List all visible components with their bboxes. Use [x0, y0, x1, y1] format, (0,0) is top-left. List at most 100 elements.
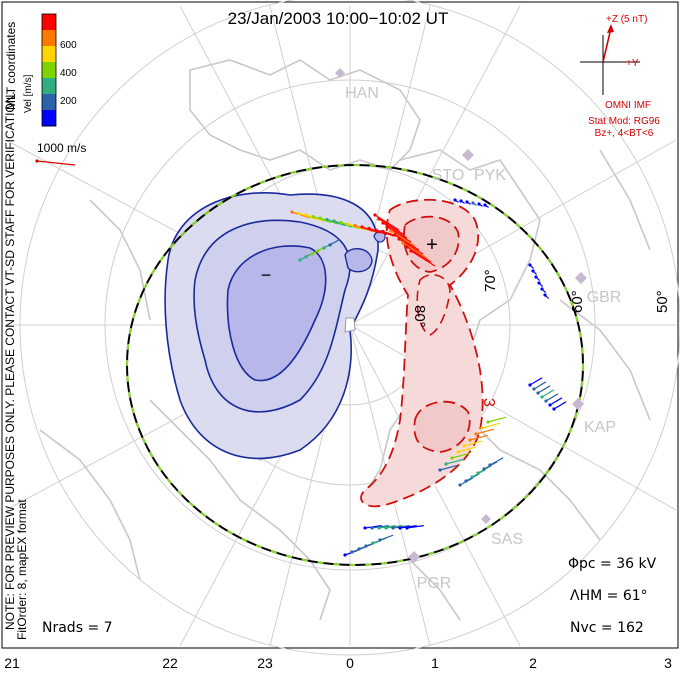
station-label-gbr: GBR [587, 289, 622, 306]
velocity-vector-dot [357, 547, 361, 551]
station-label-pyk: PYK [474, 167, 506, 184]
mlt-tick-21: 21 [4, 655, 20, 671]
velocity-vector-dot [391, 526, 395, 530]
velocity-vector-dot [373, 213, 377, 217]
mlt-tick-0: 0 [346, 655, 354, 671]
velocity-vector-line [475, 428, 495, 435]
velocity-vector-dot [456, 450, 460, 454]
velocity-vector-line [385, 525, 403, 529]
velocity-vector-dot [370, 526, 374, 530]
velocity-vector-dot [318, 216, 322, 220]
velocity-vector-dot [488, 463, 492, 467]
stat-n-vc: Nvc = 162 [570, 620, 644, 636]
velocity-vector-dot [398, 526, 402, 530]
velocity-vector-line [354, 224, 374, 233]
scale-vector-line [36, 160, 76, 166]
velocity-vector-dot [350, 550, 354, 554]
colorbar-segment [42, 78, 56, 95]
velocity-vector-dot [325, 217, 329, 222]
velocity-vector-dot [381, 229, 385, 234]
velocity-vector-line [319, 217, 339, 225]
velocity-vector-line [469, 434, 489, 441]
velocity-vector-dot [384, 526, 388, 530]
velocity-vector-line [463, 440, 483, 447]
velocity-vector-line [371, 525, 389, 529]
velocity-vector-line [545, 393, 559, 402]
velocity-vector-line [406, 525, 424, 529]
lat-label-50: 50° [654, 290, 671, 313]
velocity-vector-dot [532, 387, 536, 391]
velocity-vector-dot [377, 526, 381, 530]
stat-lambda-hm: ΛHM = 61° [570, 588, 648, 604]
velocity-vector-line [333, 220, 353, 228]
velocity-vector-dot [377, 217, 381, 221]
velocity-vector-dot [477, 202, 481, 206]
imf-z-label: +Z (5 nT) [606, 14, 647, 25]
mlt-tick-3: 3 [664, 655, 672, 671]
velocity-vector-line [533, 381, 547, 390]
stat-n-rads: Nrads = 7 [42, 620, 113, 636]
velocity-vector-dot [462, 444, 466, 448]
velocity-vector-dot [471, 201, 475, 205]
colorbar-segment [42, 14, 56, 31]
velocity-vector-dot [364, 544, 368, 548]
velocity-vector-dot [548, 403, 552, 407]
velocity-vector-line [553, 401, 567, 410]
coord-label: MLT coordinates [4, 22, 18, 110]
velocity-vector-dot [290, 210, 294, 214]
velocity-vector-dot [528, 263, 532, 267]
velocity-vector-line [298, 212, 318, 221]
velocity-vector-dot [480, 426, 484, 430]
velocity-vector-dot [543, 293, 547, 297]
map-title: 23/Jan/2003 10:00−10:02 UT [228, 9, 449, 28]
station-label-kap: KAP [584, 419, 616, 436]
imf-conditions: Bz+, 4<BT<6 [595, 128, 654, 139]
stat-phi-pc-text: Φpc = 36 kV [568, 556, 657, 572]
contour-label-3: 3 [480, 398, 497, 407]
velocity-vector-line [375, 229, 395, 237]
velocity-vector-line [537, 385, 551, 394]
hm-boundary-dashes [126, 164, 584, 566]
velocity-vector-line [399, 525, 417, 529]
negative-potential-cell [164, 192, 386, 460]
velocity-vector-line [378, 525, 396, 529]
velocity-vector-dot [385, 225, 389, 229]
velocity-vector-dot [531, 269, 535, 273]
velocity-vector-dot [465, 200, 469, 204]
velocity-vector-dot [389, 229, 393, 233]
mlt-tick-23: 23 [257, 655, 273, 671]
velocity-vector-dot [397, 237, 401, 241]
velocity-vector-dot [304, 213, 308, 217]
max-potential-marker: + [426, 234, 438, 256]
velocity-vector-line [340, 221, 360, 230]
velocity-vector-dot [468, 438, 472, 442]
velocity-vector-dot [374, 228, 378, 232]
velocity-vector-dot [476, 471, 480, 475]
velocity-vector-dot [474, 432, 478, 436]
imf-dial [580, 24, 640, 95]
vector-scale-label: 1000 m/s [37, 141, 86, 155]
velocity-vector-line [489, 457, 504, 466]
velocity-vector-line [439, 464, 459, 471]
velocity-vector-dot [328, 243, 332, 247]
velocity-vector-dot [450, 456, 454, 460]
velocity-vector-line [481, 422, 501, 429]
mlt-tick-2: 2 [529, 655, 537, 671]
velocity-vector-line [368, 227, 388, 236]
velocity-vector-line [445, 458, 465, 465]
pole-marker [344, 317, 356, 333]
lat-label-70: 70° [482, 269, 499, 292]
velocity-vector-line [529, 377, 543, 386]
velocity-vector-dot [343, 553, 347, 557]
velocity-vector-dot [367, 226, 371, 231]
mlt-tick-1: 1 [431, 655, 439, 671]
velocity-vector-dot [444, 462, 448, 466]
fit-order-label: FitOrder: 8, mapEX format [15, 499, 29, 640]
velocity-vector-dot [393, 233, 397, 237]
colorbar-frame [41, 13, 57, 127]
velocity-vector-dot [322, 246, 326, 250]
station-label-han: HAN [345, 85, 379, 102]
stat-phi-pc: Φpc = 36 kV [568, 556, 657, 572]
colorbar-segment [42, 30, 56, 47]
